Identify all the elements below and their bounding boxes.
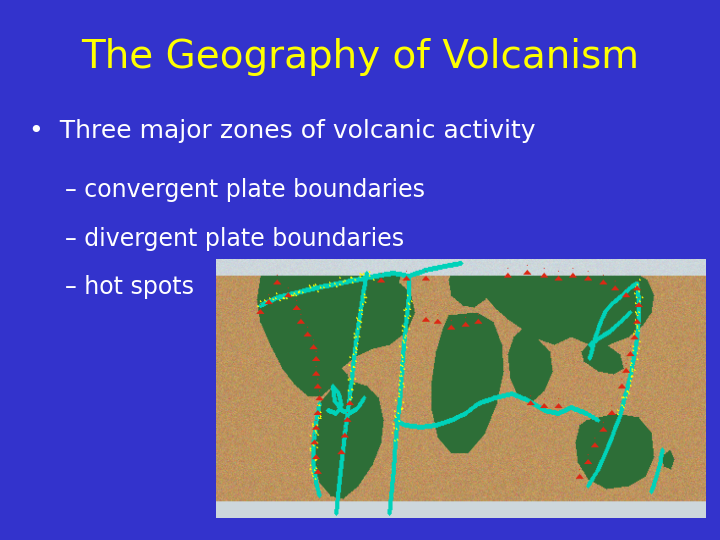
Text: – convergent plate boundaries: – convergent plate boundaries (65, 178, 425, 202)
Text: – hot spots: – hot spots (65, 275, 194, 299)
Text: •  Three major zones of volcanic activity: • Three major zones of volcanic activity (29, 119, 535, 143)
Text: The Geography of Volcanism: The Geography of Volcanism (81, 38, 639, 76)
Text: – divergent plate boundaries: – divergent plate boundaries (65, 227, 404, 251)
